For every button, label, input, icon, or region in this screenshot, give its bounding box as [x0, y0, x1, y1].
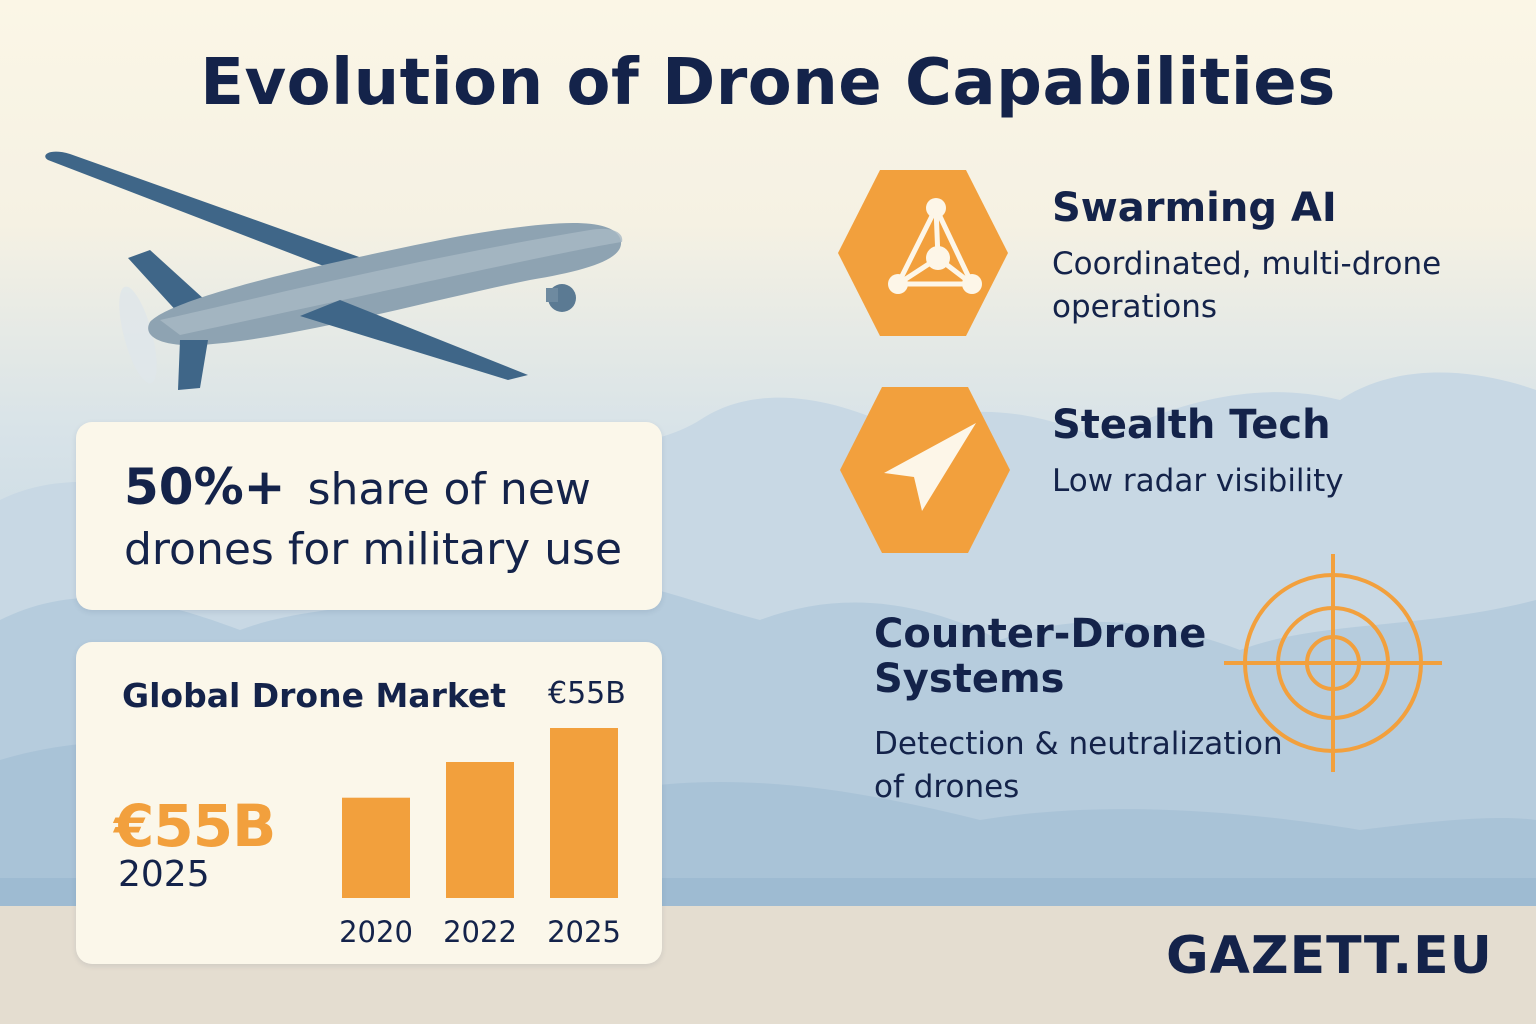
market-highlight-year: 2025: [118, 854, 210, 895]
bar-2025: [550, 728, 618, 898]
bar-label-2025: 2025: [547, 915, 621, 949]
feature-stealth-title: Stealth Tech: [1052, 402, 1331, 448]
drone-illustration: [45, 151, 623, 390]
market-title: Global Drone Market: [122, 676, 507, 715]
stat-text-line-2: drones for military use: [124, 524, 623, 575]
feature-counter-drone-title: Counter-Drone Systems: [874, 611, 1207, 702]
crosshair-target-icon: [1224, 554, 1442, 772]
page-title: Evolution of Drone Capabilities: [200, 46, 1336, 120]
stat-text-line-1: share of new: [307, 464, 591, 515]
military-share-card: 50%+ share of new drones for military use: [76, 422, 662, 610]
feature-swarming-description: Coordinated, multi-drone operations: [1052, 246, 1442, 325]
feature-stealth-description: Low radar visibility: [1052, 463, 1344, 499]
bar-label-2022: 2022: [443, 915, 517, 949]
stat-line-1: 50%+ share of new: [124, 458, 591, 516]
stat-number: 50%+: [124, 458, 286, 516]
feature-swarming-title: Swarming AI: [1052, 185, 1337, 231]
bar-label-2020: 2020: [339, 915, 413, 949]
market-bar-chart: 2020 2022 2025: [339, 728, 621, 949]
bar-2022: [446, 762, 514, 898]
bar-2020: [342, 797, 410, 898]
feature-counter-drone-description: Detection & neutralization of drones: [874, 726, 1283, 805]
swarm-network-icon: [838, 170, 1008, 336]
brand-logo-text: GAZETT.EU: [1166, 926, 1493, 986]
stealth-arrow-icon: [840, 387, 1010, 553]
market-highlight-value: €55B: [114, 792, 276, 860]
drone-market-card: Global Drone Market €55B €55B 2025 2020 2…: [76, 642, 662, 964]
market-badge: €55B: [548, 676, 626, 711]
